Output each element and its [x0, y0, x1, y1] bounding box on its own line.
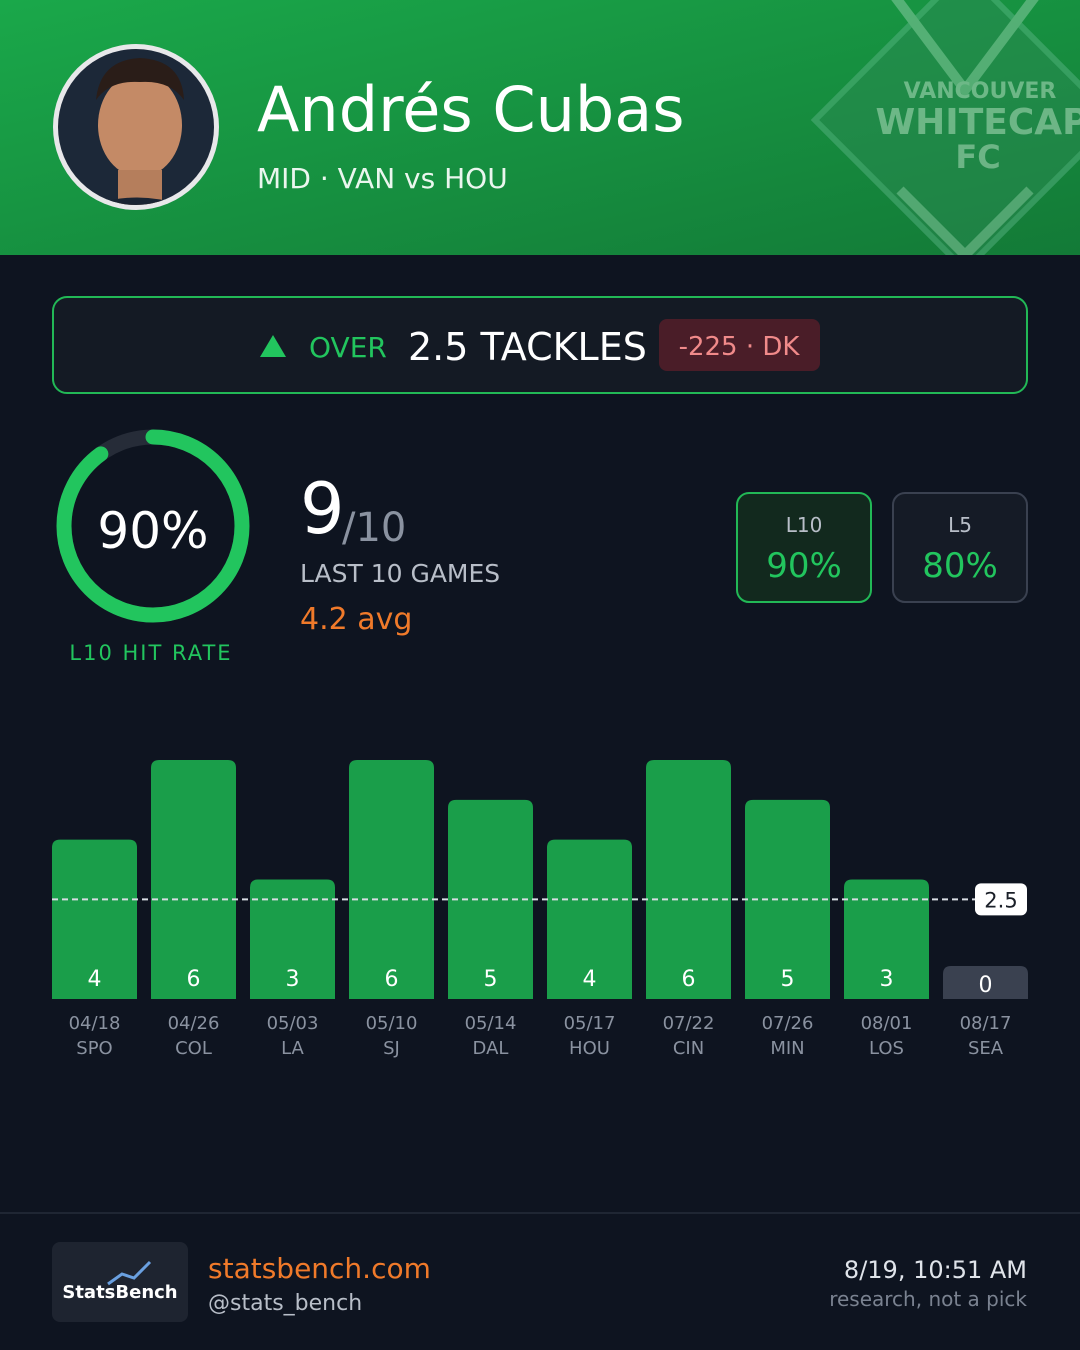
ring-arc	[56, 429, 250, 623]
split-box	[736, 492, 872, 603]
x-tick-opponent: MIN	[770, 1038, 804, 1059]
x-tick-label: 04/18	[69, 1013, 121, 1034]
bar-value-label: 4	[583, 967, 597, 992]
x-tick-opponent: COL	[175, 1038, 212, 1059]
brand-logo	[52, 1242, 188, 1322]
x-tick-opponent: SEA	[968, 1038, 1004, 1059]
ring-label: 90%	[97, 502, 208, 560]
bar-value-label: 6	[682, 967, 696, 992]
split-box	[892, 492, 1028, 603]
x-tick-label: 07/26	[762, 1013, 814, 1034]
x-tick-label: 05/17	[564, 1013, 616, 1034]
prop-direction: OVER	[309, 331, 387, 364]
x-tick-label: 05/10	[366, 1013, 418, 1034]
team-logo: VANCOUVER WHITECAP FC	[810, 0, 1080, 255]
bar	[151, 760, 236, 999]
record-of: /10	[342, 505, 406, 551]
record-avg: 4.2 avg	[300, 602, 412, 637]
over-arrow	[260, 335, 286, 357]
player-name: Andrés Cubas	[257, 73, 685, 146]
split-value: 90%	[766, 546, 842, 586]
x-tick-opponent: LOS	[869, 1038, 904, 1059]
x-tick-opponent: CIN	[673, 1038, 704, 1059]
footer-site[interactable]: statsbench.com	[208, 1252, 431, 1285]
player-subtitle: MID · VAN vs HOU	[257, 162, 508, 195]
avatar	[53, 44, 219, 210]
bar-value-label: 3	[880, 967, 894, 992]
bar	[250, 879, 335, 999]
x-tick-label: 08/17	[960, 1013, 1012, 1034]
bar	[448, 799, 533, 999]
bar-value-label: 0	[979, 973, 993, 998]
x-tick-label: 05/03	[267, 1013, 319, 1034]
x-tick-opponent: SJ	[383, 1038, 400, 1059]
logo-text: VANCOUVER	[904, 79, 1057, 104]
x-tick-label: 08/01	[861, 1013, 913, 1034]
x-tick-opponent: SPO	[76, 1038, 112, 1059]
ring-caption: L10 HIT RATE	[69, 641, 232, 665]
split-value: 80%	[922, 546, 998, 586]
footer-disclaimer: research, not a pick	[829, 1287, 1027, 1311]
bar	[349, 760, 434, 999]
brand-logo-text: StatsBench	[62, 1282, 177, 1303]
split-label: L5	[948, 513, 972, 537]
record-caption: LAST 10 GAMES	[300, 559, 500, 588]
brand-logo-trend	[107, 1260, 152, 1286]
bar-value-label: 6	[187, 967, 201, 992]
bar-chart: 4 04/18 SPO 6 04/26 COL 3 05/03 LA 6 05/10 SJ 5 05/14…	[52, 760, 1028, 1059]
logo-text: FC	[955, 138, 1000, 176]
bar-value-label: 6	[385, 967, 399, 992]
bar-value-label: 5	[781, 967, 795, 992]
logo-text: WHITECAP	[875, 102, 1080, 143]
bar-value-label: 4	[88, 967, 102, 992]
prop-line: 2.5 TACKLES	[408, 325, 647, 369]
x-tick-label: 07/22	[663, 1013, 715, 1034]
threshold-badge	[975, 883, 1027, 916]
odds-pill	[659, 319, 820, 371]
record-hits: 9	[300, 468, 345, 550]
bar	[943, 966, 1028, 999]
footer-timestamp: 8/19, 10:51 AM	[844, 1256, 1027, 1284]
x-tick-label: 04/26	[168, 1013, 220, 1034]
bar-value-label: 5	[484, 967, 498, 992]
x-tick-label: 05/14	[465, 1013, 517, 1034]
x-tick-opponent: HOU	[569, 1038, 610, 1059]
x-tick-opponent: LA	[281, 1038, 304, 1059]
bar-value-label: 3	[286, 967, 300, 992]
bar	[646, 760, 731, 999]
bar	[547, 839, 632, 999]
bar	[844, 879, 929, 999]
split-label: L10	[786, 513, 823, 537]
x-tick-opponent: DAL	[473, 1038, 509, 1059]
bar	[52, 839, 137, 999]
threshold-label: 2.5	[984, 888, 1017, 912]
prop-odds: -225 · DK	[679, 332, 801, 362]
footer-handle: @stats_bench	[208, 1291, 362, 1316]
